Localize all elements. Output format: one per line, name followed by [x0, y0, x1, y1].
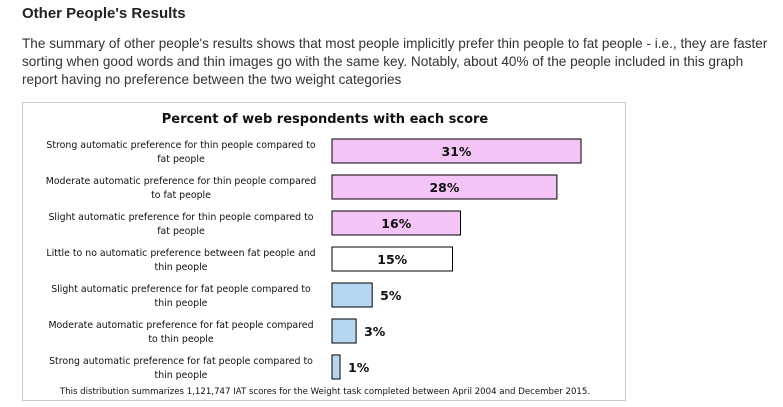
category-label: Strong automatic preference for fat peop…: [49, 356, 313, 381]
value-label: 31%: [442, 144, 472, 159]
bar: [331, 282, 373, 308]
category-label: Slight automatic preference for thin peo…: [48, 212, 313, 237]
chart-footnote: This distribution summarizes 1,121,747 I…: [59, 387, 590, 397]
value-label: 3%: [364, 324, 386, 339]
value-label: 16%: [381, 216, 411, 231]
chart-title: Percent of web respondents with each sco…: [162, 112, 489, 127]
section-heading: Other People's Results: [22, 5, 186, 22]
value-label: 1%: [348, 360, 370, 375]
category-label: Little to no automatic preference betwee…: [46, 248, 315, 273]
category-label: Moderate automatic preference for thin p…: [46, 176, 317, 201]
bar: [331, 354, 341, 380]
value-label: 15%: [377, 252, 407, 267]
bar: [331, 210, 462, 236]
bars-layer: Strong automatic preference for thin peo…: [46, 138, 582, 381]
category-label: Slight automatic preference for fat peop…: [51, 284, 311, 309]
bar: [331, 246, 453, 272]
bar: [331, 174, 558, 200]
category-label: Moderate automatic preference for fat pe…: [48, 320, 313, 345]
results-summary: The summary of other people's results sh…: [22, 36, 768, 87]
value-label: 5%: [380, 288, 402, 303]
bar: [331, 318, 357, 344]
results-chart-figure: Percent of web respondents with each sco…: [22, 102, 626, 401]
bar: [331, 138, 582, 164]
category-label: Strong automatic preference for thin peo…: [46, 140, 315, 165]
results-bar-chart: Percent of web respondents with each sco…: [46, 112, 590, 397]
value-label: 28%: [429, 180, 459, 195]
